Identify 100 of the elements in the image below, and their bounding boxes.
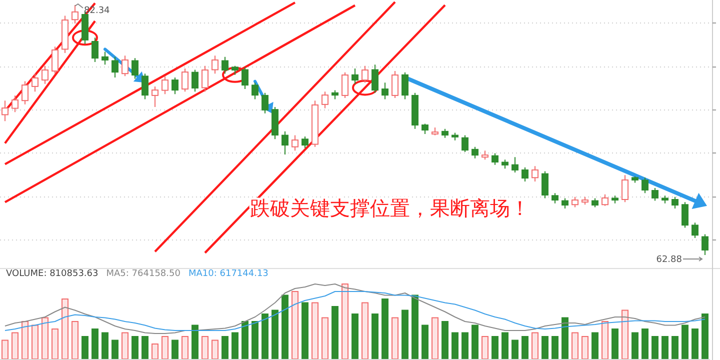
candlestick: [562, 198, 568, 209]
bar: [702, 314, 708, 360]
bar: [232, 332, 238, 360]
bar: [652, 336, 658, 360]
candlestick: [532, 166, 538, 182]
bar: [12, 332, 18, 360]
annotation: 跌破关键支撑位置，果断离场！: [250, 198, 530, 220]
bar: [502, 332, 508, 360]
bar: [262, 314, 268, 360]
bar: [202, 336, 208, 360]
bar: [152, 344, 158, 360]
candlestick: [542, 170, 548, 199]
candlestick: [242, 66, 248, 90]
candlestick: [152, 86, 158, 108]
bar: [222, 336, 228, 360]
bar: [572, 332, 578, 360]
candlestick: [422, 123, 428, 134]
candlestick: [642, 177, 648, 194]
candlestick: [462, 134, 468, 152]
bar: [422, 324, 428, 360]
text: MA5: 764158.50: [106, 269, 181, 279]
bar: [462, 332, 468, 360]
bar: [302, 302, 308, 360]
candlestick: [552, 192, 558, 204]
candlestick: [92, 37, 98, 63]
candlestick: [682, 202, 688, 228]
bar: [312, 302, 318, 360]
bar: [42, 317, 48, 360]
candlestick: [252, 82, 258, 100]
candlestick: [492, 152, 498, 166]
bar: [372, 314, 378, 360]
bar: [512, 340, 518, 360]
annotation: 62.88: [656, 255, 682, 265]
candlestick: [692, 222, 698, 239]
candlestick: [652, 187, 658, 202]
bar: [32, 324, 38, 360]
candlestick: [182, 68, 188, 92]
bar: [162, 336, 168, 360]
bar: [352, 314, 358, 360]
candlestick: [622, 174, 628, 203]
candlestick: [512, 156, 518, 174]
bar: [132, 336, 138, 360]
bar: [102, 332, 108, 360]
bar: [82, 336, 88, 360]
bar: [452, 332, 458, 360]
bar: [612, 328, 618, 360]
bar: [542, 336, 548, 360]
candlestick: [362, 65, 368, 84]
chart-title: VOLUME: 810853.63: [6, 269, 98, 279]
candlestick: [42, 65, 48, 84]
bar: [582, 336, 588, 360]
bar: [2, 340, 8, 360]
bar: [362, 302, 368, 360]
bar: [292, 291, 298, 360]
candlestick: [172, 76, 178, 95]
bar: [642, 328, 648, 360]
bar: [602, 321, 608, 360]
candlestick: [192, 69, 198, 92]
bar: [672, 336, 678, 360]
candlestick: [52, 46, 58, 74]
bar: [402, 310, 408, 360]
candlestick: [302, 136, 308, 149]
candlestick: [282, 130, 288, 156]
candlestick: [572, 196, 578, 208]
bar: [632, 332, 638, 360]
candlestick: [292, 134, 298, 152]
candlestick: [672, 196, 678, 209]
candlestick: [322, 91, 328, 109]
bar: [62, 298, 68, 360]
bar: [252, 321, 258, 360]
bar: [142, 336, 148, 360]
bar: [332, 306, 338, 360]
candlestick: [162, 76, 168, 95]
bar: [382, 298, 388, 360]
bar: [342, 284, 348, 360]
bar: [622, 310, 628, 360]
bar: [242, 321, 248, 360]
bar: [472, 324, 478, 360]
candlestick: [2, 100, 8, 122]
candlestick: [102, 51, 108, 66]
candlestick: [22, 80, 28, 105]
bar: [22, 321, 28, 360]
candlestick: [112, 56, 118, 78]
bar: [492, 336, 498, 360]
bar: [442, 321, 448, 360]
candlestick: [262, 92, 268, 114]
bar: [522, 336, 528, 360]
bar: [532, 332, 538, 360]
bar: [322, 317, 328, 360]
candlestick: [32, 73, 38, 92]
bar: [72, 321, 78, 360]
bar: [192, 324, 198, 360]
bar: [122, 332, 128, 360]
bar: [562, 317, 568, 360]
bar: [282, 294, 288, 360]
candlestick: [352, 68, 358, 84]
bar: [412, 294, 418, 360]
bar: [432, 317, 438, 360]
bar: [172, 340, 178, 360]
candlestick: [392, 70, 398, 99]
